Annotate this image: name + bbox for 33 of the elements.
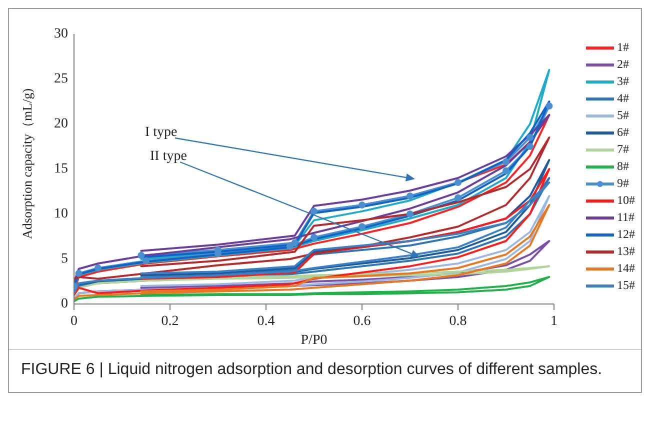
legend-label: 11# [617,210,635,225]
legend-label: 5# [617,108,629,123]
legend-label: 8# [617,159,629,174]
y-tick-label: 20 [54,116,68,132]
annotation: II type [150,149,187,164]
x-tick-label: 1 [550,314,558,329]
legend-label: 12# [617,227,635,242]
y-axis-title: Adsorption capacity（mL/g) [20,88,35,239]
y-tick-label: 15 [54,162,68,176]
text: FIGURE 6 | Liquid nitrogen adsorption and desorption curves of different samples. [9,349,641,392]
legend-label: 15# [617,278,635,293]
legend-label: 2# [617,57,629,72]
x-tick-label: 0.6 [353,314,371,329]
x-tick-label: 0 [70,314,78,329]
legend-label: 6# [617,125,629,140]
legend-label: 9# [617,176,629,191]
y-tick-label: 0 [61,296,68,312]
y-tick-label: 30 [54,26,68,42]
legend-label: 10# [617,193,635,208]
y-tick-label: 5 [61,252,68,266]
x-axis-title: P/P0 [300,333,328,348]
x-tick-label: 0.8 [449,314,467,329]
y-tick-label: 25 [54,72,68,86]
x-tick-label: 0.2 [161,314,179,329]
x-tick-label: 0.4 [257,314,275,329]
legend-label: 7# [617,142,629,157]
legend-label: 4# [617,91,629,106]
legend-label: 1# [617,40,629,55]
legend-label: 13# [617,244,635,259]
legend-label: 14# [617,261,635,276]
legend-label: 3# [617,74,629,89]
annotation: I type [145,125,178,140]
y-tick-label: 10 [54,206,68,222]
